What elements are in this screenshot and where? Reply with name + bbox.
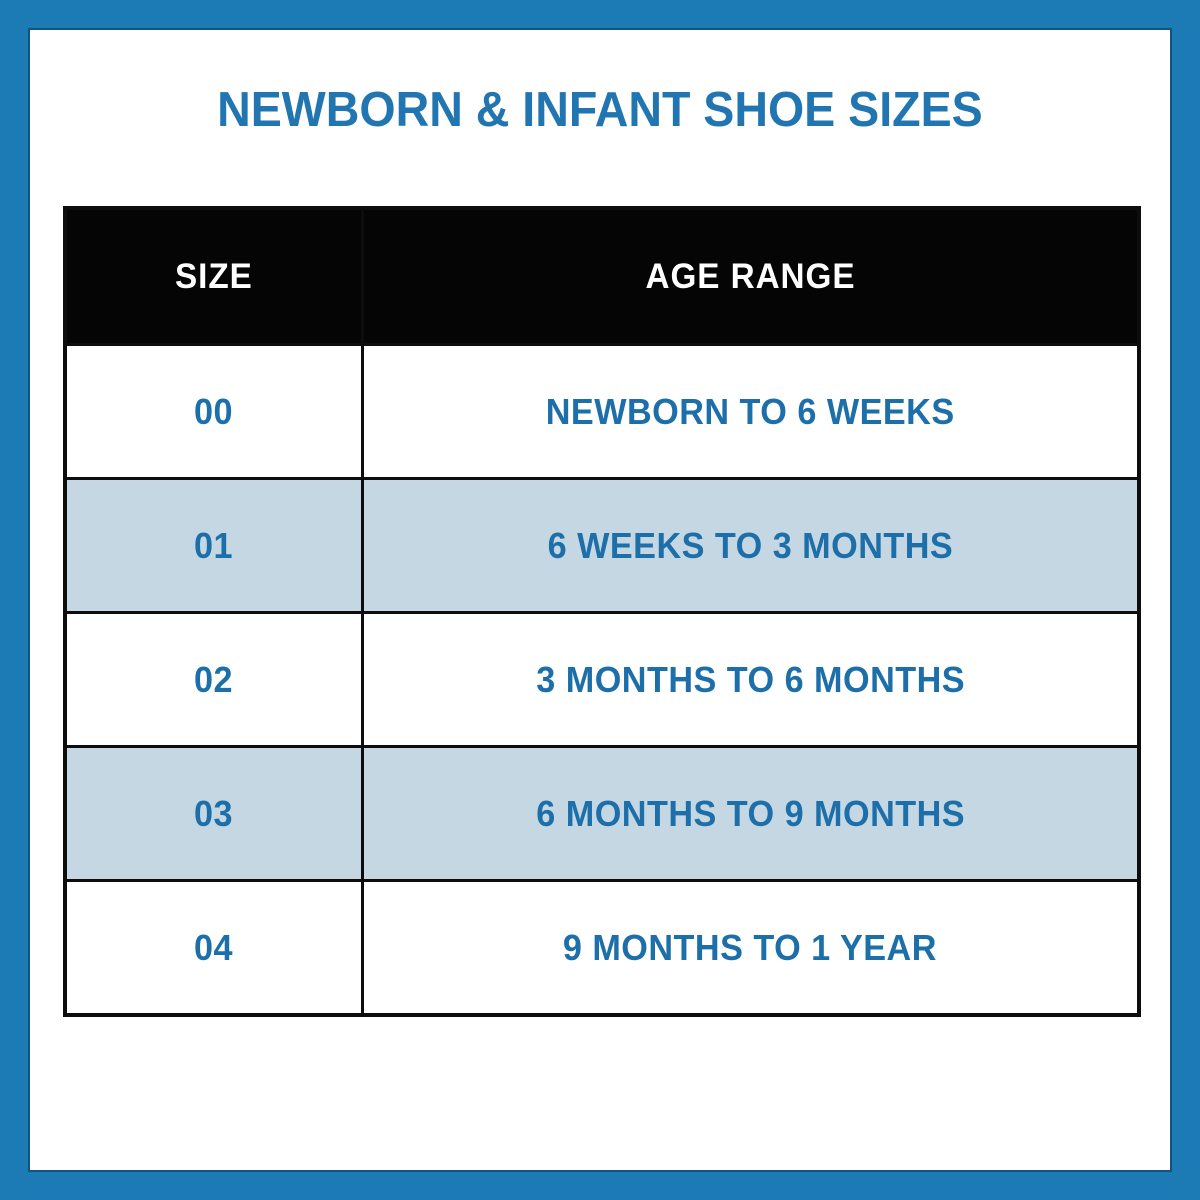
age-range-cell: NEWBORN TO 6 WEEKS — [360, 343, 1141, 480]
size-cell: 02 — [63, 611, 364, 748]
size-value: 01 — [194, 524, 234, 566]
size-value: 00 — [194, 390, 234, 432]
age-range-cell: 9 MONTHS TO 1 YEAR — [360, 879, 1141, 1017]
table-header-row: SIZE AGE RANGE — [63, 206, 1141, 346]
size-cell: 01 — [63, 477, 364, 614]
age-range-cell: 3 MONTHS TO 6 MONTHS — [360, 611, 1141, 748]
page-title: NEWBORN & INFANT SHOE SIZES — [30, 82, 1170, 138]
size-value: 02 — [194, 658, 234, 700]
size-value: 03 — [194, 792, 234, 834]
shoe-size-table: SIZE AGE RANGE 00 NEWBORN TO 6 WEEKS — [63, 206, 1141, 1017]
age-range-value: 6 WEEKS TO 3 MONTHS — [547, 524, 954, 566]
age-range-value: NEWBORN TO 6 WEEKS — [545, 390, 955, 432]
table-row: 00 NEWBORN TO 6 WEEKS — [63, 343, 1141, 480]
size-cell: 03 — [63, 745, 364, 882]
column-header-size-label: SIZE — [174, 256, 253, 296]
age-range-cell: 6 WEEKS TO 3 MONTHS — [360, 477, 1141, 614]
column-header-age-range: AGE RANGE — [360, 206, 1141, 346]
size-cell: 00 — [63, 343, 364, 480]
age-range-value: 3 MONTHS TO 6 MONTHS — [535, 658, 965, 700]
table-row: 03 6 MONTHS TO 9 MONTHS — [63, 745, 1141, 882]
size-cell: 04 — [63, 879, 364, 1017]
page-title-text: NEWBORN & INFANT SHOE SIZES — [217, 83, 983, 137]
table-row: 02 3 MONTHS TO 6 MONTHS — [63, 611, 1141, 748]
size-value: 04 — [194, 926, 234, 968]
age-range-value: 9 MONTHS TO 1 YEAR — [563, 926, 938, 968]
table-row: 01 6 WEEKS TO 3 MONTHS — [63, 477, 1141, 614]
column-header-size: SIZE — [63, 206, 364, 346]
column-header-age-range-label: AGE RANGE — [645, 256, 856, 296]
white-canvas: NEWBORN & INFANT SHOE SIZES SIZE AGE RAN… — [28, 28, 1172, 1172]
age-range-cell: 6 MONTHS TO 9 MONTHS — [360, 745, 1141, 882]
table-row: 04 9 MONTHS TO 1 YEAR — [63, 879, 1141, 1017]
age-range-value: 6 MONTHS TO 9 MONTHS — [535, 792, 965, 834]
